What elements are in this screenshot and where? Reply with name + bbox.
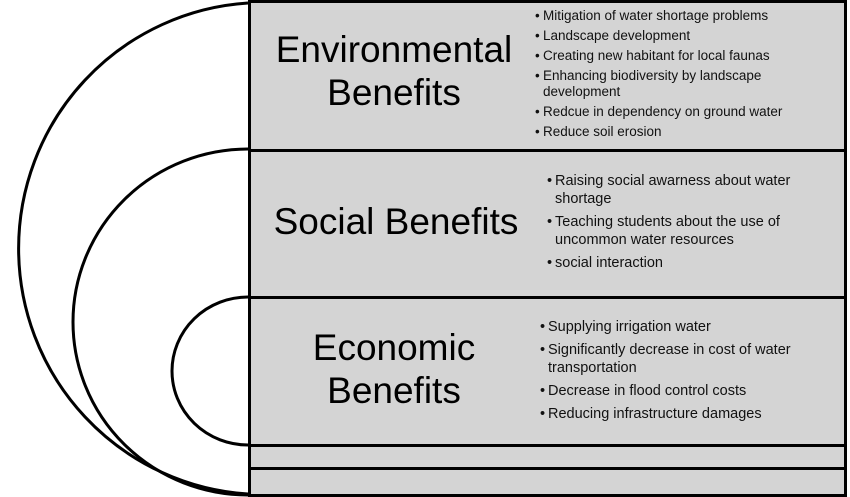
social-title: Social Benefits [255,200,537,243]
economic-title-line-1: Economic [312,327,476,368]
list-item: Significantly decrease in cost of water … [540,341,840,377]
middle-arc [71,147,249,497]
economic-bullet-list: Supplying irrigation water Significantly… [540,318,840,428]
list-item: Decrease in flood control costs [540,382,840,400]
economic-title-line-2: Benefits [327,370,461,412]
list-item: Reduce soil erosion [535,124,835,140]
list-item: Raising social awarness about water shor… [547,172,839,208]
list-item: Mitigation of water shortage problems [535,8,835,24]
list-item: Landscape development [535,28,835,44]
economic-title: Economic Benefits [255,326,533,413]
list-item: Redcue in dependency on ground water [535,104,835,120]
environmental-bullet-list: Mitigation of water shortage problems La… [535,8,835,144]
environmental-title: Environmental Benefits [255,28,533,115]
bottom-strip-2 [248,467,847,497]
list-item: Creating new habitant for local faunas [535,48,835,64]
social-title-line-1: Social Benefits [273,201,519,242]
environmental-title-line-1: Environmental [275,29,513,70]
environmental-title-line-2: Benefits [327,72,461,114]
outer-arc [17,1,249,496]
list-item: Enhancing biodiversity by landscape deve… [535,68,835,100]
list-item: social interaction [547,254,839,272]
list-item: Supplying irrigation water [540,318,840,336]
inner-arc [170,295,249,447]
list-item: Teaching students about the use of uncom… [547,213,839,249]
social-bullet-list: Raising social awarness about water shor… [547,172,839,277]
list-item: Reducing infrastructure damages [540,405,840,423]
